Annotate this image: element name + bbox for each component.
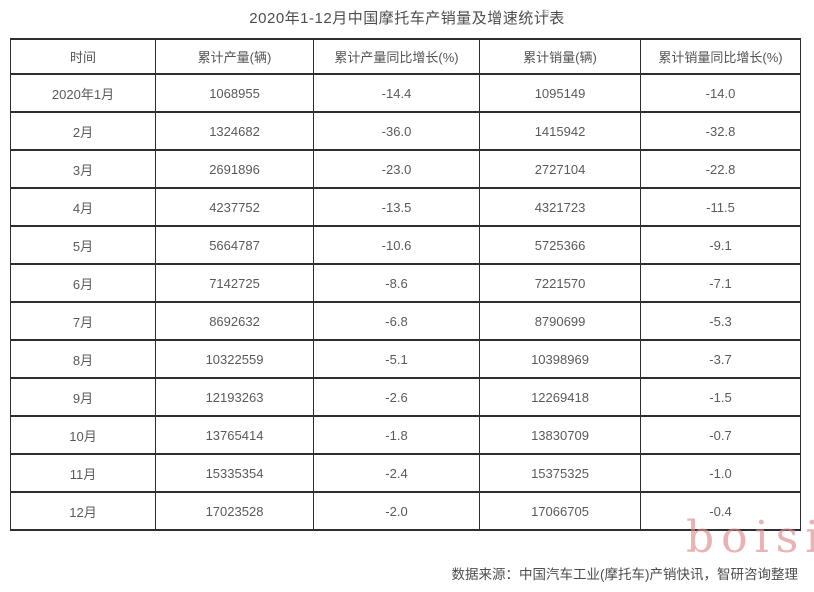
cell-sales-yoy-growth: -22.8 <box>640 149 801 189</box>
cell-cumulative-sales: 5725366 <box>479 225 641 265</box>
cell-cumulative-sales: 17066705 <box>479 491 641 531</box>
table-row: 8月 10322559 -5.1 10398969 -3.7 <box>10 339 801 379</box>
cell-time: 6月 <box>10 263 156 303</box>
cell-sales-yoy-growth: -3.7 <box>640 339 801 379</box>
cell-cumulative-production: 2691896 <box>155 149 314 189</box>
cell-cumulative-production: 7142725 <box>155 263 314 303</box>
cell-production-yoy-growth: -2.4 <box>313 453 480 493</box>
cell-sales-yoy-growth: -14.0 <box>640 73 801 113</box>
col-header-production-yoy-growth: 累计产量同比增长(%) <box>313 38 480 75</box>
cell-cumulative-sales: 2727104 <box>479 149 641 189</box>
table-row: 4月 4237752 -13.5 4321723 -11.5 <box>10 187 801 227</box>
cell-cumulative-production: 8692632 <box>155 301 314 341</box>
cell-time: 3月 <box>10 149 156 189</box>
table-row: 3月 2691896 -23.0 2727104 -22.8 <box>10 149 801 189</box>
cell-cumulative-production: 4237752 <box>155 187 314 227</box>
cell-production-yoy-growth: -5.1 <box>313 339 480 379</box>
cell-time: 2020年1月 <box>10 73 156 113</box>
cell-production-yoy-growth: -23.0 <box>313 149 480 189</box>
col-header-sales-yoy-growth: 累计销量同比增长(%) <box>640 38 801 75</box>
cell-sales-yoy-growth: -32.8 <box>640 111 801 151</box>
table-row: 11月 15335354 -2.4 15375325 -1.0 <box>10 453 801 493</box>
table-row: 2020年1月 1068955 -14.4 1095149 -14.0 <box>10 73 801 113</box>
col-header-cumulative-production: 累计产量(辆) <box>155 38 314 75</box>
cell-production-yoy-growth: -6.8 <box>313 301 480 341</box>
cell-cumulative-sales: 4321723 <box>479 187 641 227</box>
cell-time: 12月 <box>10 491 156 531</box>
cell-cumulative-sales: 10398969 <box>479 339 641 379</box>
cell-cumulative-production: 13765414 <box>155 415 314 455</box>
table-row: 9月 12193263 -2.6 12269418 -1.5 <box>10 377 801 417</box>
cell-cumulative-production: 15335354 <box>155 453 314 493</box>
table-header: 时间 累计产量(辆) 累计产量同比增长(%) 累计销量(辆) 累计销量同比增长(… <box>10 38 801 75</box>
table-row: 12月 17023528 -2.0 17066705 -0.4 <box>10 491 801 531</box>
cell-sales-yoy-growth: -1.0 <box>640 453 801 493</box>
table-row: 2月 1324682 -36.0 1415942 -32.8 <box>10 111 801 151</box>
cell-sales-yoy-growth: -0.7 <box>640 415 801 455</box>
table-body: 2020年1月 1068955 -14.4 1095149 -14.0 2月 1324682… <box>10 73 801 531</box>
table-header-row: 时间 累计产量(辆) 累计产量同比增长(%) 累计销量(辆) 累计销量同比增长(… <box>10 38 801 75</box>
table-row: 7月 8692632 -6.8 8790699 -5.3 <box>10 301 801 341</box>
cell-cumulative-production: 17023528 <box>155 491 314 531</box>
cell-production-yoy-growth: -8.6 <box>313 263 480 303</box>
cell-sales-yoy-growth: -7.1 <box>640 263 801 303</box>
cell-production-yoy-growth: -14.4 <box>313 73 480 113</box>
statistics-table: 时间 累计产量(辆) 累计产量同比增长(%) 累计销量(辆) 累计销量同比增长(… <box>10 38 801 531</box>
cell-time: 10月 <box>10 415 156 455</box>
data-source-note: 数据来源：中国汽车工业(摩托车)产销快讯，智研咨询整理 <box>451 567 799 582</box>
cell-production-yoy-growth: -2.6 <box>313 377 480 417</box>
cell-time: 8月 <box>10 339 156 379</box>
cell-sales-yoy-growth: -0.4 <box>640 491 801 531</box>
cell-time: 9月 <box>10 377 156 417</box>
cell-sales-yoy-growth: -9.1 <box>640 225 801 265</box>
cell-time: 11月 <box>10 453 156 493</box>
table-row: 6月 7142725 -8.6 7221570 -7.1 <box>10 263 801 303</box>
col-header-time: 时间 <box>10 38 156 75</box>
cell-time: 7月 <box>10 301 156 341</box>
cell-production-yoy-growth: -36.0 <box>313 111 480 151</box>
cell-cumulative-sales: 1095149 <box>479 73 641 113</box>
cell-sales-yoy-growth: -5.3 <box>640 301 801 341</box>
cell-cumulative-production: 12193263 <box>155 377 314 417</box>
cell-cumulative-sales: 13830709 <box>479 415 641 455</box>
table-row: 5月 5664787 -10.6 5725366 -9.1 <box>10 225 801 265</box>
page-title: 2020年1-12月中国摩托车产销量及增速统计表 <box>249 10 565 27</box>
cell-cumulative-production: 1324682 <box>155 111 314 151</box>
cell-production-yoy-growth: -10.6 <box>313 225 480 265</box>
scan-artifact-mark: ≋ <box>541 7 551 19</box>
table-row: 10月 13765414 -1.8 13830709 -0.7 <box>10 415 801 455</box>
cell-cumulative-production: 10322559 <box>155 339 314 379</box>
cell-sales-yoy-growth: -11.5 <box>640 187 801 227</box>
cell-cumulative-sales: 8790699 <box>479 301 641 341</box>
col-header-cumulative-sales: 累计销量(辆) <box>479 38 641 75</box>
cell-cumulative-production: 5664787 <box>155 225 314 265</box>
cell-time: 5月 <box>10 225 156 265</box>
cell-production-yoy-growth: -1.8 <box>313 415 480 455</box>
cell-time: 2月 <box>10 111 156 151</box>
cell-cumulative-sales: 7221570 <box>479 263 641 303</box>
cell-production-yoy-growth: -13.5 <box>313 187 480 227</box>
cell-cumulative-sales: 15375325 <box>479 453 641 493</box>
cell-cumulative-sales: 12269418 <box>479 377 641 417</box>
cell-production-yoy-growth: -2.0 <box>313 491 480 531</box>
cell-cumulative-sales: 1415942 <box>479 111 641 151</box>
cell-sales-yoy-growth: -1.5 <box>640 377 801 417</box>
cell-cumulative-production: 1068955 <box>155 73 314 113</box>
cell-time: 4月 <box>10 187 156 227</box>
